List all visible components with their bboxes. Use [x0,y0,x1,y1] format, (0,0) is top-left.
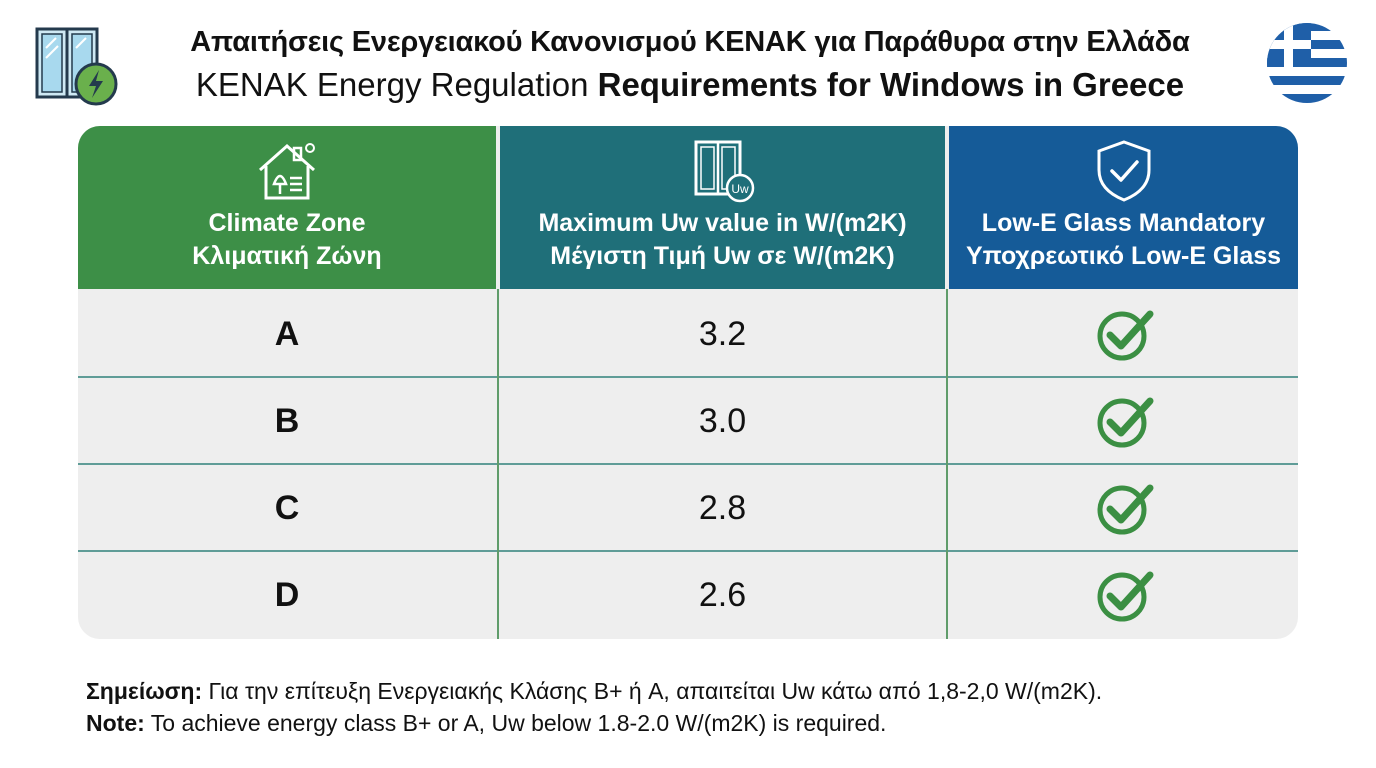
header-low-e-en: Low-E Glass Mandatory [981,209,1266,237]
check-icon [1097,484,1154,535]
zone-cell: B [274,402,300,440]
row-divider [78,463,1298,465]
header-climate-zone-gr: Κλιματική Ζώνη [192,242,382,270]
table-row: D 2.6 [78,552,1298,638]
window-uw-icon: Uw [694,140,754,203]
table-row: A 3.2 [78,291,1298,377]
title-english-plain: KENAK Energy Regulation [195,66,598,103]
greek-flag-icon [1267,23,1347,103]
table-row: C 2.8 [78,465,1298,551]
uw-cell: 3.0 [698,402,747,440]
uw-cell: 2.6 [698,576,747,614]
header-low-e: Low-E Glass Mandatory Υποχρεωτικό Low-E … [949,126,1298,289]
energy-window-icon [35,27,118,106]
note-english-label: Note: [86,710,145,736]
zone-cell: C [274,489,300,527]
note-greek-label: Σημείωση: [86,678,203,704]
column-divider [946,289,948,639]
title-english: KENAK Energy Regulation Requirements for… [120,66,1260,104]
note-greek: Σημείωση: Για την επίτευξη Ενεργειακής Κ… [86,678,1102,705]
uw-cell: 2.8 [698,489,747,527]
check-icon [1097,397,1154,448]
header-climate-zone: Climate Zone Κλιματική Ζώνη [78,126,496,289]
table-row: B 3.0 [78,378,1298,464]
zone-cell: A [274,315,300,353]
header-max-uw: Uw Maximum Uw value in W/(m2K) Μέγιστη Τ… [500,126,945,289]
row-divider [78,550,1298,552]
note-greek-text: Για την επίτευξη Ενεργειακής Κλάσης B+ ή… [202,678,1103,704]
header-max-uw-en: Maximum Uw value in W/(m2K) [538,209,907,237]
column-divider [497,289,499,639]
title-english-bold: Requirements for Windows in Greece [597,66,1185,103]
uw-cell: 3.2 [698,315,747,353]
kenak-table: Climate Zone Κλιματική Ζώνη Uw Maximum U… [78,126,1298,639]
check-icon [1097,310,1154,361]
shield-check-icon [1097,140,1150,202]
header-low-e-gr: Υποχρεωτικό Low-E Glass [965,242,1282,270]
house-icon [259,143,315,200]
note-english: Note: To achieve energy class B+ or A, U… [86,710,886,737]
svg-text:Uw: Uw [731,182,749,196]
header-climate-zone-en: Climate Zone [208,209,366,237]
note-english-text: To achieve energy class B+ or A, Uw belo… [144,710,887,736]
title-greek: Απαιτήσεις Ενεργειακού Κανονισμού KENAK … [190,26,1190,58]
check-icon [1097,571,1154,622]
header-max-uw-gr: Μέγιστη Τιμή Uw σε W/(m2K) [550,242,895,270]
row-divider [78,376,1298,378]
zone-cell: D [274,576,300,614]
